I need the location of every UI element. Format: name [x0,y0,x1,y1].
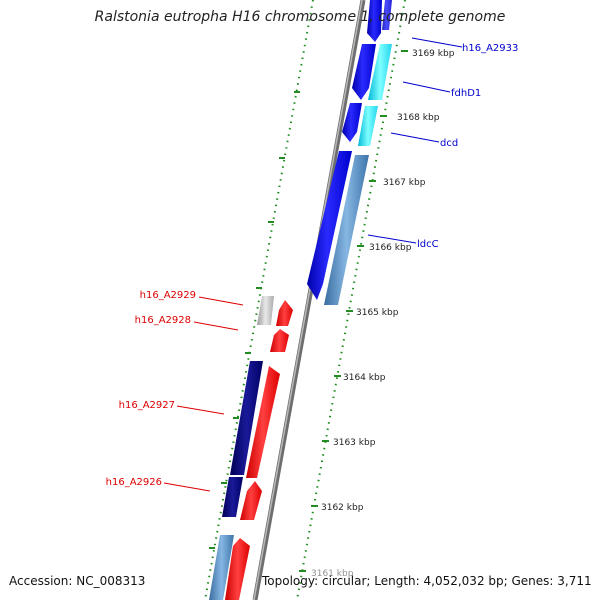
tick-label-3169: 3169 kbp [412,49,455,59]
backbone [252,0,366,600]
outer-tick-marks [209,91,300,549]
gene-red-a[interactable] [276,300,293,326]
gene-blue-long[interactable] [307,151,352,300]
gene-h16-a2926[interactable] [222,477,243,517]
reverse-gene-labels: h16_A2929 h16_A2928 h16_A2927 h16_A2926 [106,290,244,492]
label-h16-a2927: h16_A2927 [119,400,175,411]
tick-label-3162: 3162 kbp [321,503,364,513]
tick-label-3166: 3166 kbp [369,243,412,253]
forward-gene-labels: h16_A2933 fdhD1 dcd ldcC [367,37,518,250]
gene-steel-bottom[interactable] [209,535,234,600]
gene-fdhD1[interactable] [368,44,392,100]
outer-dotted-guide [204,0,314,600]
tick-label-3163: 3163 kbp [333,438,376,448]
label-h16-a2929: h16_A2929 [140,290,196,301]
map-title: Ralstonia eutropha H16 chromosome 1, com… [94,9,506,25]
label-fdhD1: fdhD1 [451,88,481,99]
label-dcd: dcd [440,138,458,149]
gene-blue-top-2[interactable] [382,0,392,30]
gene-red-long[interactable] [246,366,280,478]
gene-red-bottom[interactable] [225,538,250,600]
tick-label-3165: 3165 kbp [356,308,399,318]
topology-text: Topology: circular; Length: 4,052,032 bp… [262,574,592,588]
gene-h16-a2933[interactable] [367,0,382,42]
label-ldcC: ldcC [417,239,439,250]
inner-tick-marks [299,50,408,572]
gene-h16-a2927[interactable] [230,361,263,475]
label-h16-a2933: h16_A2933 [462,43,518,54]
reverse-strand-features [209,296,293,600]
tick-labels: 3161 kbp 3162 kbp 3163 kbp 3164 kbp 3165… [311,49,455,579]
tick-label-3167: 3167 kbp [383,178,426,188]
gene-h16-a2928[interactable] [270,329,289,352]
gene-dcd-blue[interactable] [342,103,362,142]
gene-dcd[interactable] [358,106,378,146]
forward-strand-features [307,0,392,305]
gene-ldcC[interactable] [324,155,369,305]
tick-label-3164: 3164 kbp [343,373,386,383]
tick-label-3168: 3168 kbp [397,113,440,123]
label-h16-a2926: h16_A2926 [106,477,162,488]
gene-fdhD1-blue[interactable] [352,44,376,100]
tick-label-3161: 3161 kbp [311,569,354,579]
label-h16-a2928: h16_A2928 [135,315,191,326]
accession-text: Accession: NC_008313 [9,574,146,588]
gene-h16-a2929[interactable] [257,296,274,325]
gene-red-b[interactable] [240,481,262,520]
inner-dotted-guide [296,0,406,600]
